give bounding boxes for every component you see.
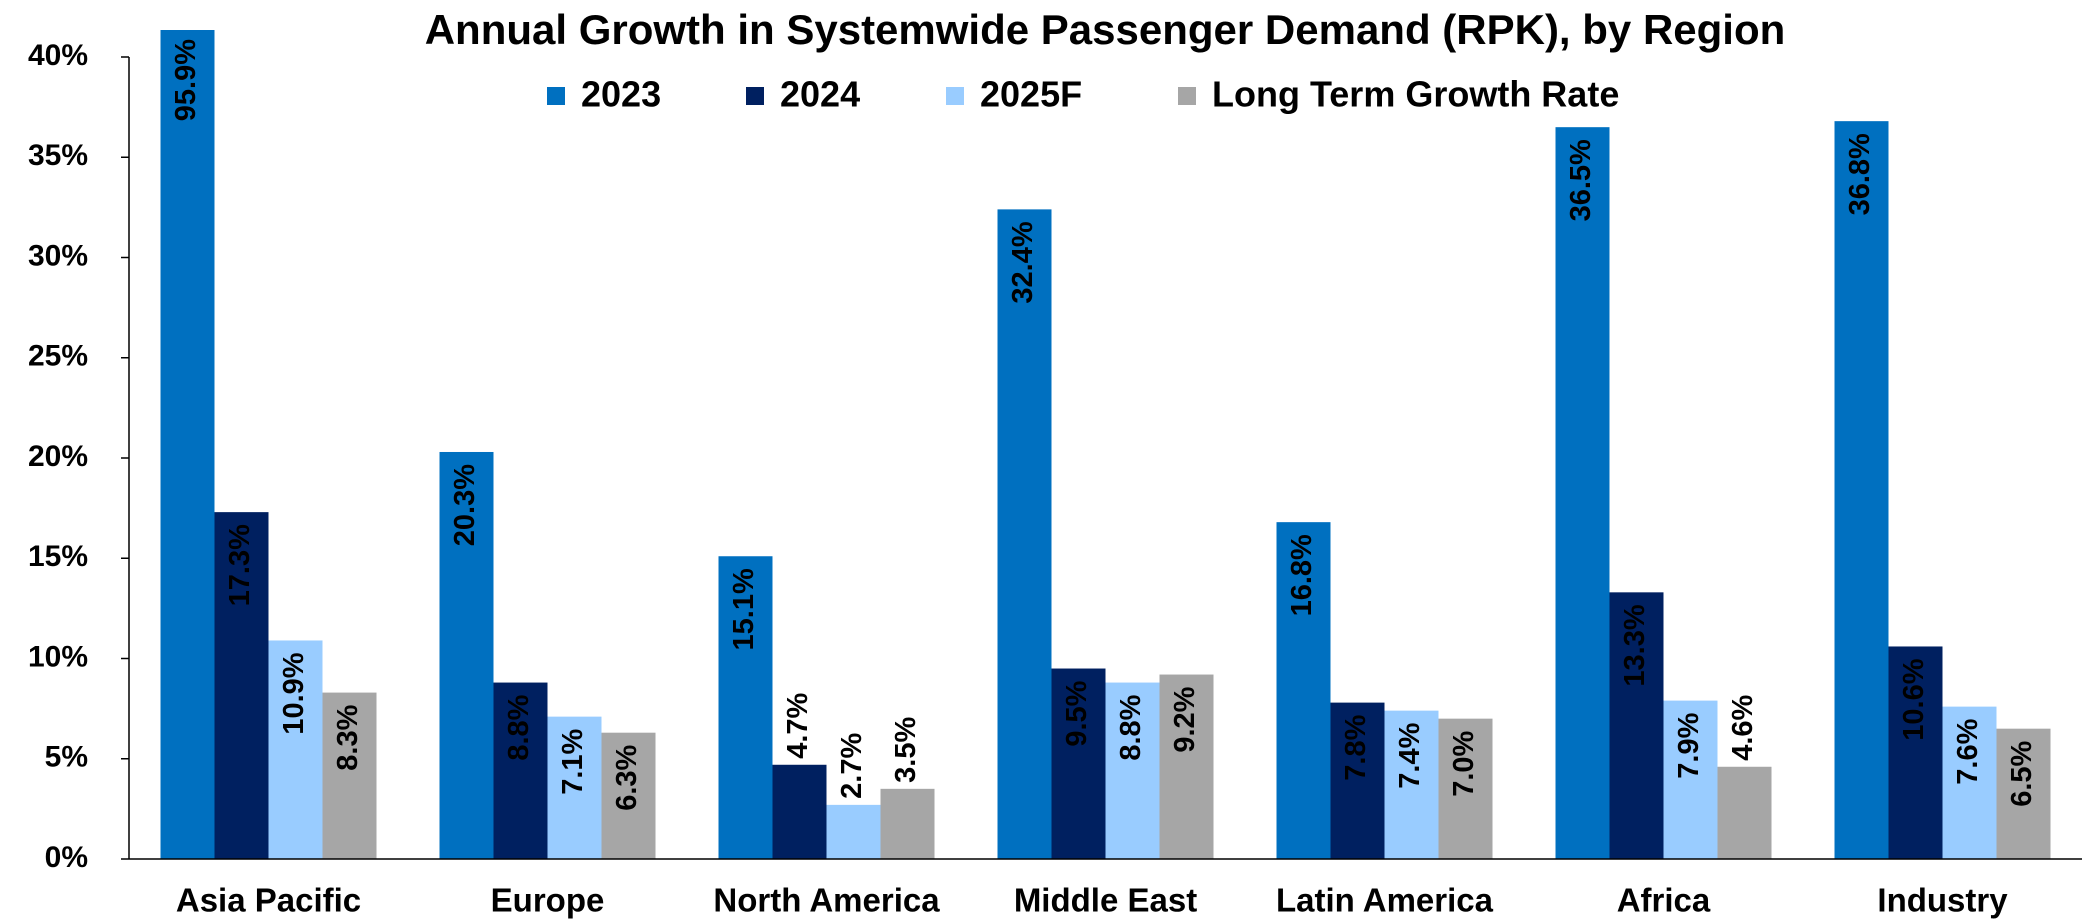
bar (160, 30, 215, 859)
value-label: 6.5% (2006, 740, 2038, 806)
bar (772, 764, 827, 859)
legend-swatch (1178, 87, 1196, 105)
legend-swatch (946, 87, 964, 105)
bar (718, 556, 773, 859)
bar (1942, 706, 1997, 859)
bar (268, 640, 323, 859)
plot-area (160, 30, 2051, 859)
bar (1888, 646, 1943, 859)
value-label: 7.4% (1394, 722, 1426, 788)
bar (826, 804, 881, 859)
y-tick-label: 0% (45, 841, 88, 874)
chart-title: Annual Growth in Systemwide Passenger De… (425, 6, 1786, 53)
value-label: 8.8% (1115, 694, 1147, 760)
value-label: 16.8% (1286, 534, 1318, 616)
value-label: 36.8% (1844, 133, 1876, 215)
value-label: 17.3% (224, 524, 256, 606)
bar (1384, 710, 1439, 859)
bar (214, 512, 269, 859)
bar (1663, 700, 1718, 859)
y-tick-label: 5% (45, 741, 88, 774)
bar (1717, 766, 1772, 859)
bar (1105, 682, 1160, 859)
value-label: 6.3% (611, 744, 643, 810)
legend-swatch (746, 87, 764, 105)
bar (601, 732, 656, 859)
y-tick-label: 10% (28, 640, 88, 673)
x-tick-label: Industry (1877, 882, 2008, 919)
value-label: 32.4% (1007, 221, 1039, 303)
y-tick-label: 15% (28, 540, 88, 573)
bar (547, 716, 602, 859)
value-label: 8.8% (503, 694, 535, 760)
y-tick-label: 25% (28, 340, 88, 373)
value-label: 9.5% (1061, 680, 1093, 746)
bar (1051, 668, 1106, 859)
bar (1834, 121, 1889, 859)
value-label: 13.3% (1619, 604, 1651, 686)
bar (1609, 592, 1664, 859)
value-label: 9.2% (1169, 686, 1201, 752)
value-label: 4.6% (1727, 694, 1759, 760)
bar (1438, 718, 1493, 859)
value-label: 7.1% (557, 728, 589, 794)
x-tick-label: Europe (491, 882, 605, 919)
bar (1330, 702, 1385, 859)
legend-swatch (547, 87, 565, 105)
value-label: 7.0% (1448, 730, 1480, 796)
legend-label: Long Term Growth Rate (1212, 74, 1619, 115)
value-label: 2.7% (836, 733, 868, 799)
x-tick-label: Asia Pacific (176, 882, 361, 919)
value-label: 36.5% (1565, 139, 1597, 221)
value-label: 4.7% (782, 692, 814, 758)
value-label: 7.6% (1952, 718, 1984, 784)
bar (322, 692, 377, 859)
y-tick-label: 40% (28, 39, 88, 72)
bar (1276, 522, 1331, 859)
bar (1159, 674, 1214, 859)
value-label: 10.6% (1898, 658, 1930, 740)
value-label: 3.5% (890, 717, 922, 783)
bar (493, 682, 548, 859)
value-label: 15.1% (728, 568, 760, 650)
bar (997, 209, 1052, 859)
legend-label: 2023 (581, 74, 661, 115)
bar (880, 788, 935, 859)
x-tick-label: Middle East (1014, 882, 1197, 919)
y-tick-label: 20% (28, 440, 88, 473)
value-label: 10.9% (278, 652, 310, 734)
value-label: 7.9% (1673, 712, 1705, 778)
x-tick-label: North America (713, 882, 940, 919)
value-label: 95.9% (170, 39, 202, 121)
legend-label: 2024 (780, 74, 860, 115)
value-label: 8.3% (332, 704, 364, 770)
value-label: 7.8% (1340, 714, 1372, 780)
y-tick-label: 35% (28, 139, 88, 172)
x-tick-label: Latin America (1276, 882, 1494, 919)
bar (439, 451, 494, 859)
y-tick-label: 30% (28, 239, 88, 272)
value-label: 20.3% (449, 464, 481, 546)
legend-label: 2025F (980, 74, 1082, 115)
bar (1555, 127, 1610, 859)
bar (1996, 728, 2051, 859)
x-tick-label: Africa (1617, 882, 1711, 919)
